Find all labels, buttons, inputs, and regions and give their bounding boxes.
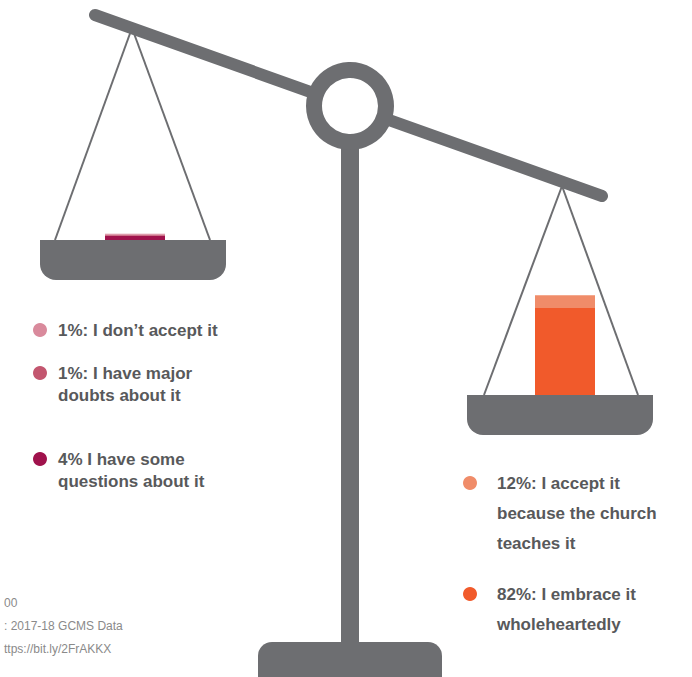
svg-text:questions about it: questions about it [58,472,205,491]
svg-text:00: 00 [4,596,18,610]
svg-text:doubts about it: doubts about it [58,386,181,405]
svg-text:82%: I embrace it: 82%: I embrace it [497,585,636,604]
svg-text:4% I have some: 4% I have some [58,450,185,469]
svg-text:12%: I accept it: 12%: I accept it [497,474,620,493]
svg-text:1%: I have major: 1%: I have major [58,364,193,383]
svg-text:wholeheartedly: wholeheartedly [496,615,621,634]
svg-text:1%: I don’t accept it: 1%: I don’t accept it [58,321,218,340]
svg-text:: 2017-18 GCMS Data: : 2017-18 GCMS Data [4,619,123,633]
svg-text:ttps://bit.ly/2FrAKKX: ttps://bit.ly/2FrAKKX [4,642,111,656]
svg-text:teaches it: teaches it [497,534,576,553]
svg-text:because the church: because the church [497,504,657,523]
